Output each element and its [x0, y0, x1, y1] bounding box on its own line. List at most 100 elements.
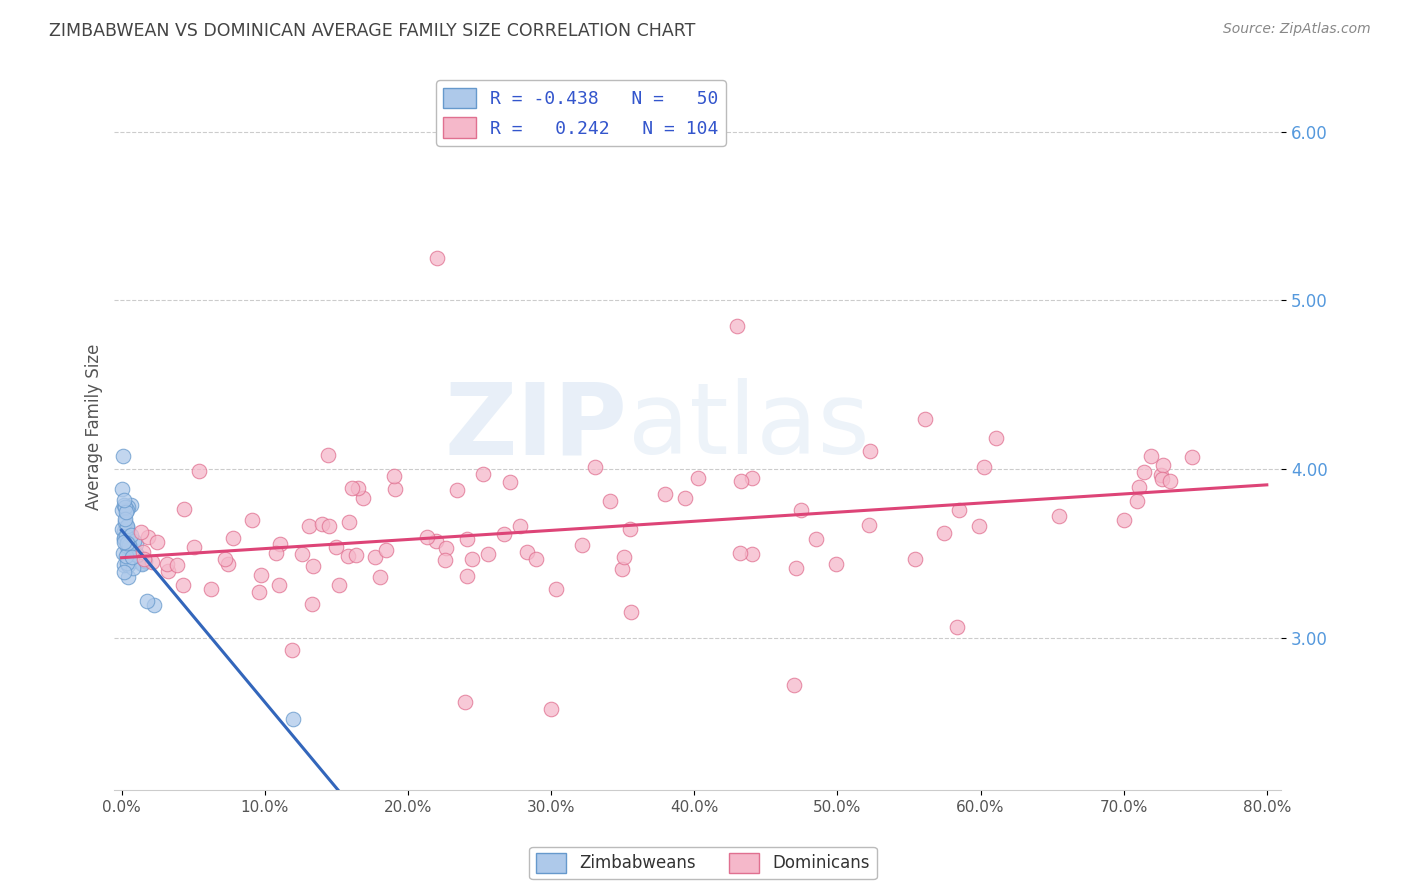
Point — [352, 491, 374, 505]
Point — [118, 538, 141, 552]
Point — [112, 498, 135, 512]
Point — [790, 503, 813, 517]
Point — [117, 570, 139, 584]
Point — [741, 471, 763, 485]
Point — [183, 540, 205, 554]
Point — [1152, 458, 1174, 472]
Point — [132, 552, 155, 566]
Point — [311, 516, 333, 531]
Point — [117, 525, 139, 540]
Point — [904, 552, 927, 566]
Point — [115, 520, 138, 534]
Point — [673, 491, 696, 505]
Point — [115, 518, 138, 533]
Point — [118, 542, 141, 557]
Point — [859, 443, 882, 458]
Point — [932, 525, 955, 540]
Text: ZIP: ZIP — [444, 378, 627, 475]
Point — [824, 557, 846, 571]
Point — [370, 570, 392, 584]
Point — [599, 493, 621, 508]
Point — [120, 543, 142, 558]
Point — [120, 499, 142, 513]
Point — [516, 544, 538, 558]
Point — [1112, 513, 1135, 527]
Point — [986, 431, 1008, 445]
Point — [114, 549, 136, 564]
Point — [498, 475, 520, 490]
Point — [730, 474, 752, 488]
Point — [146, 535, 169, 549]
Point — [115, 536, 138, 550]
Point — [157, 564, 180, 578]
Point — [131, 557, 153, 571]
Point — [114, 528, 136, 542]
Legend: R = -0.438   N =   50, R =   0.242   N = 104: R = -0.438 N = 50, R = 0.242 N = 104 — [436, 80, 725, 145]
Point — [456, 532, 478, 546]
Point — [134, 554, 156, 568]
Point — [114, 533, 136, 547]
Point — [585, 460, 607, 475]
Point — [115, 505, 138, 519]
Point — [166, 558, 188, 572]
Point — [136, 593, 159, 607]
Point — [136, 530, 159, 544]
Point — [973, 459, 995, 474]
Point — [269, 578, 291, 592]
Point — [914, 412, 936, 426]
Point — [725, 318, 748, 333]
Point — [337, 515, 360, 529]
Point — [112, 449, 135, 463]
Point — [433, 553, 456, 567]
Point — [187, 464, 209, 478]
Point — [250, 568, 273, 582]
Point — [117, 539, 139, 553]
Point — [240, 513, 263, 527]
Point — [477, 547, 499, 561]
Point — [969, 518, 991, 533]
Point — [247, 585, 270, 599]
Point — [945, 619, 967, 633]
Point — [114, 512, 136, 526]
Point — [122, 533, 145, 548]
Point — [269, 537, 291, 551]
Point — [620, 605, 643, 619]
Point — [112, 566, 135, 580]
Point — [454, 695, 477, 709]
Point — [425, 251, 447, 265]
Point — [127, 548, 149, 562]
Point — [156, 557, 179, 571]
Point — [546, 582, 568, 597]
Point — [301, 597, 323, 611]
Point — [129, 525, 152, 540]
Point — [117, 543, 139, 558]
Point — [613, 549, 636, 564]
Point — [114, 500, 136, 515]
Point — [114, 492, 136, 507]
Point — [280, 642, 302, 657]
Point — [122, 561, 145, 575]
Point — [434, 541, 457, 556]
Point — [111, 546, 134, 560]
Point — [785, 561, 807, 575]
Point — [111, 503, 134, 517]
Point — [364, 549, 387, 564]
Point — [1133, 465, 1156, 479]
Point — [214, 552, 236, 566]
Point — [115, 503, 138, 517]
Point — [132, 545, 155, 559]
Point — [112, 534, 135, 549]
Text: Source: ZipAtlas.com: Source: ZipAtlas.com — [1223, 22, 1371, 37]
Point — [571, 538, 593, 552]
Point — [114, 529, 136, 543]
Point — [509, 518, 531, 533]
Point — [117, 500, 139, 514]
Y-axis label: Average Family Size: Average Family Size — [86, 343, 103, 510]
Point — [115, 522, 138, 536]
Point — [124, 544, 146, 558]
Point — [114, 515, 136, 529]
Point — [374, 543, 396, 558]
Point — [610, 562, 633, 576]
Point — [217, 558, 239, 572]
Point — [730, 546, 752, 560]
